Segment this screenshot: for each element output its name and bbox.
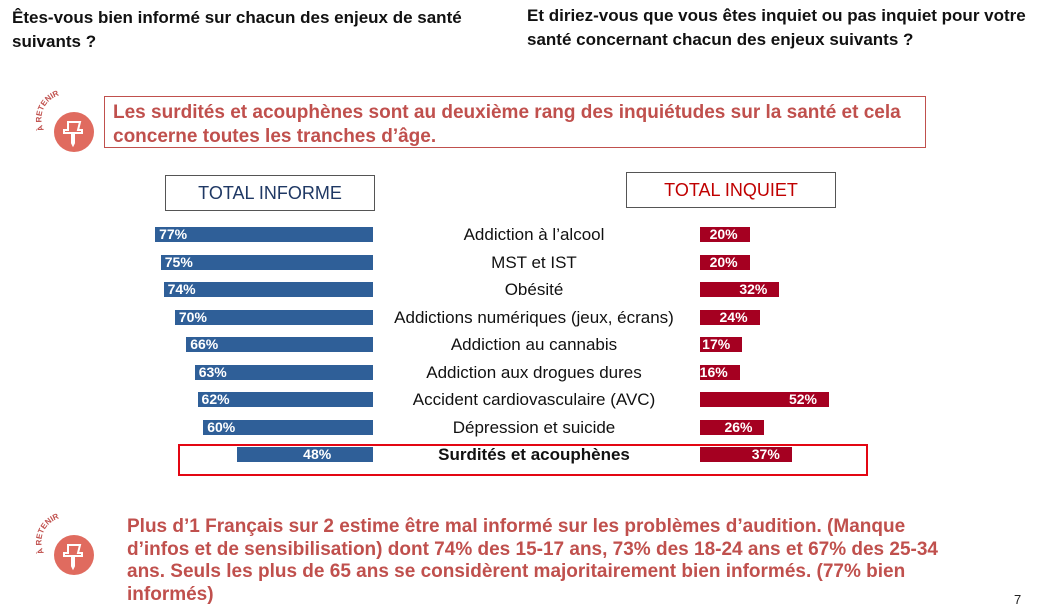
header-total-informe: TOTAL INFORME [165,175,375,211]
bar-informe [194,364,373,380]
bar-informe [237,447,373,462]
value-label-informe: 74% [167,281,196,297]
value-label-informe: 62% [201,391,230,407]
page-number: 7 [1014,592,1022,607]
value-label-inquiet: 37% [751,446,780,462]
category-label: Obésité [504,280,564,299]
value-label-inquiet: 16% [699,363,728,380]
a-retenir-badge-icon: À RETENIR [34,90,94,152]
value-label-inquiet: 32% [739,281,768,297]
bar-inquiet [700,282,780,297]
value-label-informe: 60% [207,418,236,435]
key-takeaway-bottom: Plus d’1 Français sur 2 estime être mal … [127,516,938,605]
value-label-inquiet: 20% [709,253,738,270]
category-label: Addiction au cannabis [450,335,618,354]
category-label: MST et IST [491,252,577,272]
a-retenir-badge-icon-2: À RETENIR [34,513,94,575]
bar-inquiet [700,419,765,435]
value-label-inquiet: 20% [709,226,738,242]
value-label-informe: 77% [159,226,188,242]
value-label-inquiet: 17% [702,336,731,352]
value-label-informe: 75% [164,253,193,270]
bar-inquiet [700,337,743,352]
bar-informe [174,309,373,325]
bar-informe [186,337,373,352]
value-label-inquiet: 52% [788,391,817,407]
bar-inquiet [700,364,740,380]
header-total-inquiet: TOTAL INQUIET [626,172,836,208]
bar-informe [163,282,373,297]
bar-inquiet [700,392,829,407]
category-label: Accident cardiovasculaire (AVC) [412,390,656,409]
category-label: Dépression et suicide [452,417,616,437]
category-label: Surdités et acouphènes [438,445,630,464]
bar-inquiet [700,254,750,270]
bar-informe [155,227,373,242]
value-label-informe: 70% [178,308,207,325]
bar-informe [160,254,373,270]
bar-inquiet [700,447,792,462]
bar-informe [197,392,373,407]
value-label-informe: 63% [198,363,227,380]
category-label: Addictions numériques (jeux, écrans) [394,307,674,327]
value-label-inquiet: 24% [719,308,748,325]
question-worried: Et diriez-vous que vous êtes inquiet ou … [527,6,1026,49]
value-label-informe: 48% [303,446,332,462]
highlight-box-surdites [178,444,868,476]
category-label: Addiction à l’alcool [463,225,605,244]
value-label-informe: 66% [190,336,219,352]
question-informed: Êtes-vous bien informé sur chacun des en… [12,8,462,51]
value-label-inquiet: 26% [724,418,753,435]
category-label: Addiction aux drogues dures [426,362,642,382]
key-takeaway-top: Les surdités et acouphènes sont au deuxi… [104,96,926,148]
bar-informe [203,419,373,435]
bar-inquiet [700,309,760,325]
bar-inquiet [700,227,750,242]
